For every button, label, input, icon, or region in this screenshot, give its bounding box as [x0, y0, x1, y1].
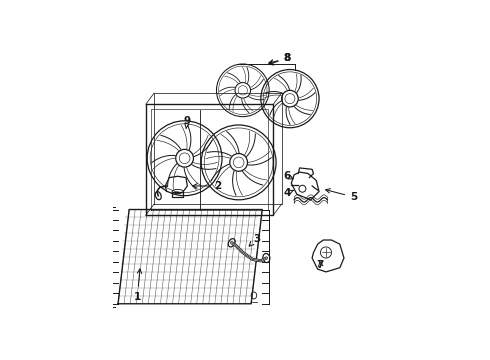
Text: 2: 2 — [193, 181, 221, 191]
Text: 8: 8 — [269, 53, 291, 65]
Text: 6: 6 — [284, 171, 294, 181]
Text: 7: 7 — [317, 260, 324, 270]
Text: 9: 9 — [184, 116, 191, 129]
Text: 1: 1 — [134, 269, 142, 302]
Text: 4: 4 — [284, 188, 294, 198]
Text: 5: 5 — [326, 189, 357, 202]
Text: 3: 3 — [249, 234, 260, 246]
Text: 8: 8 — [269, 53, 291, 64]
